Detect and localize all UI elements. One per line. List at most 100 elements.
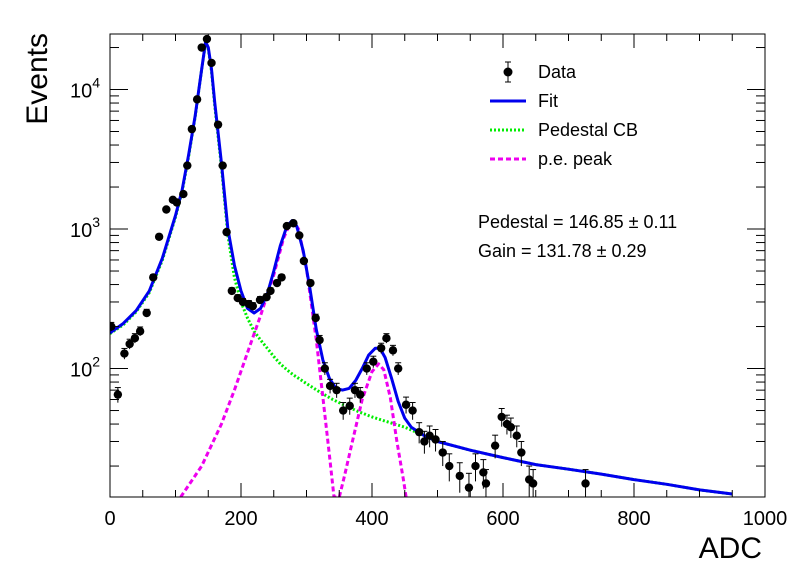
fit-result-1: Gain = 131.78 ± 0.29 xyxy=(478,241,647,261)
data-point-3 xyxy=(125,339,134,349)
data-point-46 xyxy=(362,364,371,373)
series-pe-line xyxy=(179,220,408,497)
data-point-28 xyxy=(262,292,271,302)
data-point-57 xyxy=(431,435,440,444)
plot-frame xyxy=(109,33,766,498)
data-point-5 xyxy=(135,327,145,336)
data-point-26 xyxy=(248,301,257,311)
y-tick-exponent: 2 xyxy=(92,354,100,370)
legend-label-pedestal: Pedestal CB xyxy=(538,120,638,140)
data-point-65 xyxy=(490,441,500,450)
data-point-15 xyxy=(192,95,202,104)
data-point-51 xyxy=(394,364,403,373)
fit-results: Pedestal = 146.85 ± 0.11 Gain = 131.78 ± … xyxy=(478,212,677,261)
data-point-62 xyxy=(471,461,480,471)
y-tick-exponent: 4 xyxy=(92,75,100,91)
x-tick-label-200: 200 xyxy=(224,508,257,530)
data-point-16 xyxy=(197,43,206,52)
data-point-17 xyxy=(202,34,212,44)
data-point-40 xyxy=(325,381,335,391)
data-point-70 xyxy=(517,448,526,457)
x-tick-label-0: 0 xyxy=(104,508,115,530)
data-point-32 xyxy=(282,221,292,231)
data-point-22 xyxy=(227,286,237,296)
data-point-11 xyxy=(172,198,182,207)
legend-label-fit: Fit xyxy=(538,91,558,111)
data-point-9 xyxy=(162,205,171,214)
x-tick-label-600: 600 xyxy=(486,508,519,530)
data-point-55 xyxy=(420,437,429,446)
data-point-42 xyxy=(338,406,348,415)
series-pedestal-line xyxy=(110,41,733,496)
data-point-6 xyxy=(142,308,151,318)
data-point-39 xyxy=(320,364,330,373)
data-point-33 xyxy=(289,219,298,228)
data-point-36 xyxy=(306,278,315,288)
data-point-34 xyxy=(295,231,304,240)
data-point-31 xyxy=(277,273,286,282)
data-point-30 xyxy=(272,278,282,288)
y-tick-label-100: 102 xyxy=(70,354,100,382)
data-point-37 xyxy=(311,313,320,323)
data-point-49 xyxy=(382,333,391,343)
axis-ticks xyxy=(109,34,766,497)
y-tick-exponent: 3 xyxy=(92,214,100,230)
data-point-54 xyxy=(414,427,424,437)
data-point-66 xyxy=(497,412,506,422)
y-axis-title: Events xyxy=(21,33,54,125)
y-tick-base: 10 xyxy=(70,81,92,103)
data-point-53 xyxy=(408,406,417,415)
data-point-7 xyxy=(149,273,158,282)
data-point-20 xyxy=(218,161,227,170)
data-point-8 xyxy=(154,232,164,241)
data-point-12 xyxy=(179,189,188,199)
x-tick-label-800: 800 xyxy=(617,508,650,530)
data-point-35 xyxy=(299,256,309,266)
data-point-38 xyxy=(315,335,324,345)
data-point-73 xyxy=(581,479,590,488)
data-point-52 xyxy=(401,400,411,409)
fit-result-0: Pedestal = 146.85 ± 0.11 xyxy=(478,212,677,232)
data-point-50 xyxy=(388,346,398,355)
data-point-68 xyxy=(506,422,516,432)
data-point-45 xyxy=(356,390,365,399)
y-tick-label-1000: 103 xyxy=(70,214,100,242)
legend-marker-data xyxy=(503,67,513,77)
y-tick-base: 10 xyxy=(70,360,92,382)
data-point-43 xyxy=(345,401,354,411)
data-point-63 xyxy=(479,468,488,477)
data-point-4 xyxy=(130,333,140,343)
data-point-47 xyxy=(369,357,378,366)
legend-label-data: Data xyxy=(538,62,577,82)
plot-area xyxy=(110,34,733,497)
data-point-21 xyxy=(222,227,231,237)
data-point-14 xyxy=(187,124,197,134)
data-point-2 xyxy=(120,349,129,358)
data-point-27 xyxy=(255,295,265,305)
data-point-41 xyxy=(332,385,341,395)
plot-frame-rect xyxy=(109,33,766,498)
data-point-72 xyxy=(528,479,538,488)
data-point-59 xyxy=(445,461,454,471)
data-point-13 xyxy=(183,161,192,170)
data-point-19 xyxy=(213,120,223,129)
data-point-64 xyxy=(481,479,491,488)
data-point-58 xyxy=(438,448,447,457)
data-point-48 xyxy=(376,343,386,353)
data-point-1 xyxy=(113,390,123,399)
y-tick-base: 10 xyxy=(70,220,92,242)
series-fit-line xyxy=(110,40,733,496)
legend: Data Fit Pedestal CB p.e. peak xyxy=(490,61,638,169)
x-tick-label-1000: 1000 xyxy=(743,508,788,530)
data-point-29 xyxy=(266,286,275,296)
legend-label-pe: p.e. peak xyxy=(538,149,613,169)
y-tick-label-10000: 104 xyxy=(70,75,100,103)
data-point-69 xyxy=(512,431,521,440)
data-point-60 xyxy=(455,471,464,481)
x-axis-title: ADC xyxy=(699,532,762,565)
data-point-18 xyxy=(207,58,216,68)
x-tick-label-400: 400 xyxy=(355,508,388,530)
data-point-61 xyxy=(464,483,474,492)
